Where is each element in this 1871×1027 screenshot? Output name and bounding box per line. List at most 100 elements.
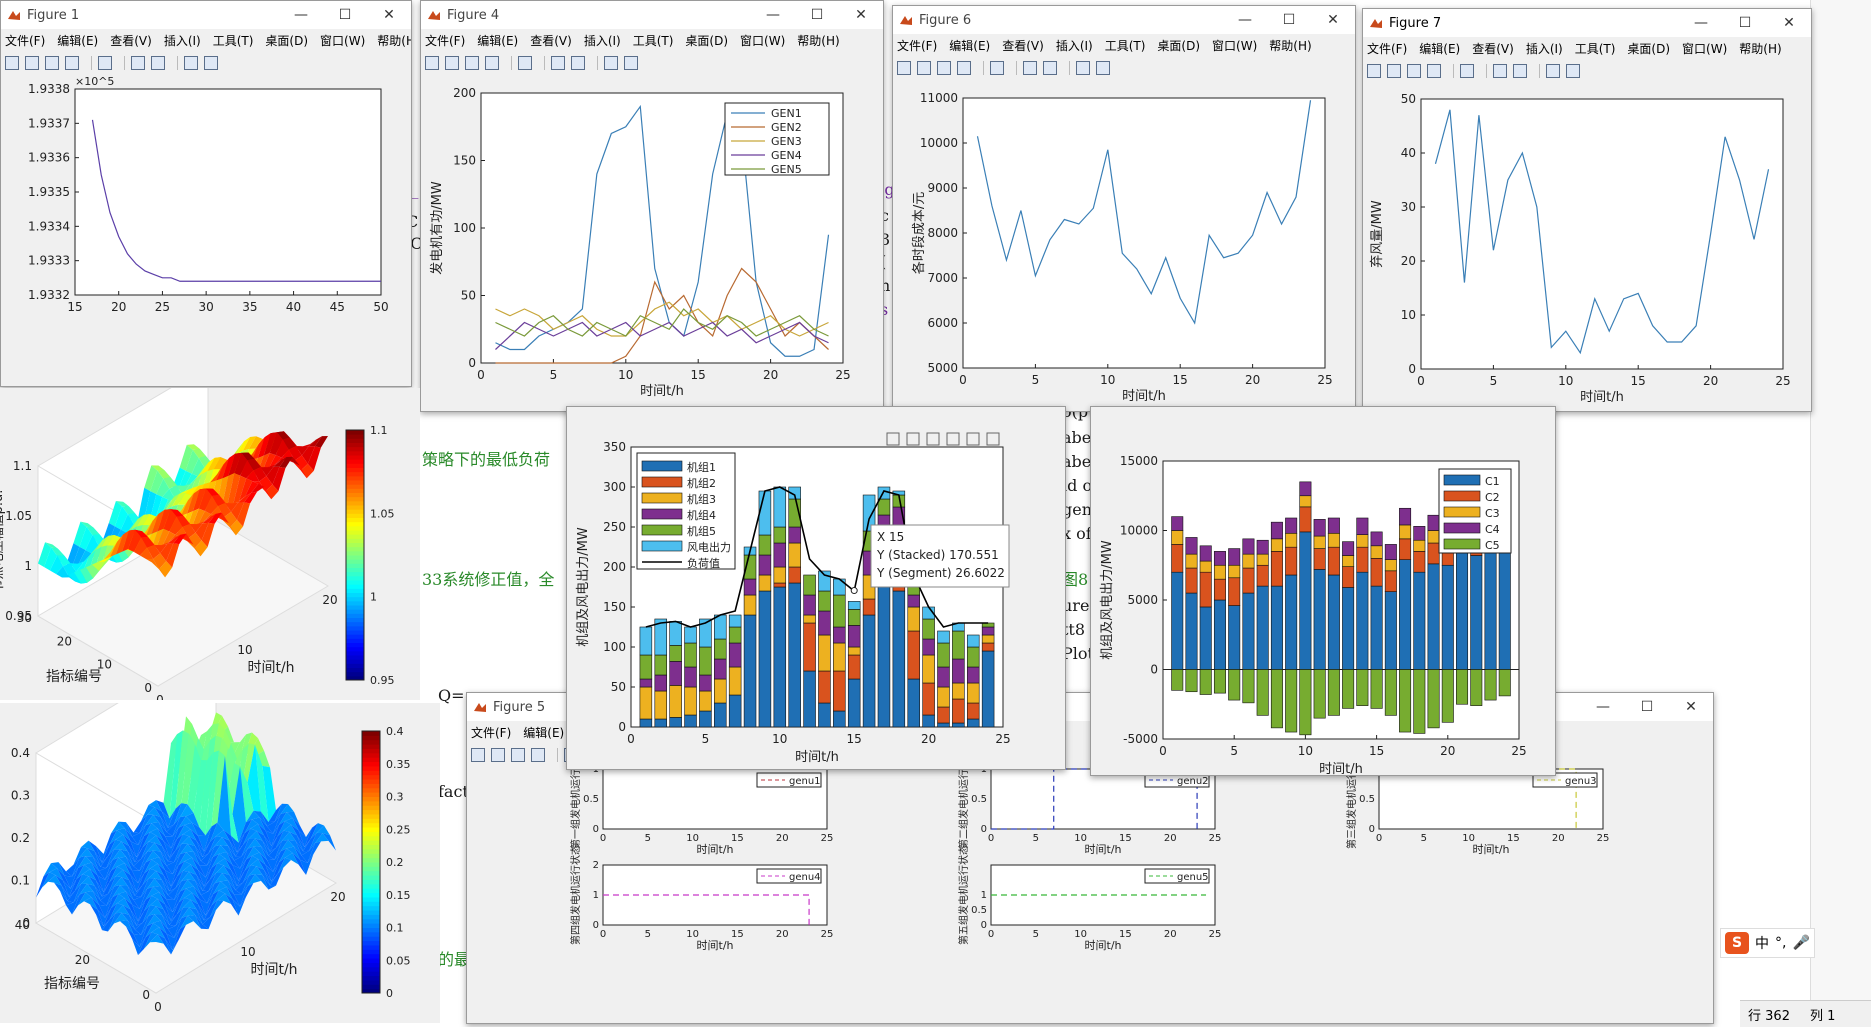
pointer-icon[interactable] [604, 56, 618, 70]
menu-item[interactable]: 窗口(W) [320, 33, 366, 48]
new-file-icon[interactable] [897, 61, 911, 75]
layout-icon[interactable] [1513, 64, 1527, 78]
menu-item[interactable]: 桌面(D) [265, 33, 309, 48]
menu-item[interactable]: 窗口(W) [1682, 41, 1728, 56]
panel-icon[interactable] [1096, 61, 1110, 75]
new-file-icon[interactable] [471, 748, 485, 762]
menu-item[interactable]: 窗口(W) [740, 33, 786, 48]
new-file-icon[interactable] [1367, 64, 1381, 78]
save-icon[interactable] [45, 56, 59, 70]
menu-item[interactable]: 插入(I) [1525, 41, 1563, 56]
menu-item[interactable]: 编辑(E) [477, 33, 519, 48]
figure-6-window[interactable]: Figure 6 — ☐ ✕ 文件(F) 编辑(E) 查看(V) 插入(I) 工具(T) 桌面… [892, 5, 1356, 412]
sogou-icon[interactable]: S [1725, 932, 1749, 954]
menu-item[interactable]: 插入(I) [1055, 38, 1093, 53]
menu-item[interactable]: 查看(V) [110, 33, 152, 48]
menu-item[interactable]: 帮助(H) [377, 33, 411, 48]
panel-icon[interactable] [1566, 64, 1580, 78]
stacked-figure-2-window[interactable]: 0 5 10 15 20 25 -5000 0 5000 10000 15000 时间t/h 机组及风电… [1090, 406, 1556, 776]
menu-item[interactable]: 帮助(H) [1739, 41, 1782, 56]
menu-item[interactable]: 窗口(W) [1212, 38, 1258, 53]
new-file-icon[interactable] [5, 56, 19, 70]
print-icon[interactable] [957, 61, 971, 75]
ime-toolbar[interactable]: S 中 °, 🎤 [1720, 928, 1815, 958]
minimize-icon[interactable]: — [766, 7, 780, 23]
menu-item[interactable]: 文件(F) [471, 725, 512, 740]
maximize-icon[interactable]: ☐ [1640, 699, 1654, 715]
close-icon[interactable]: ✕ [855, 7, 867, 23]
figure-7-window[interactable]: Figure 7 — ☐ ✕ 文件(F) 编辑(E) 查看(V) 插入(I) 工具(T) 桌面… [1362, 8, 1812, 412]
menu-item[interactable]: 工具(T) [1574, 41, 1616, 56]
menu-item[interactable]: 查看(V) [1002, 38, 1044, 53]
print-icon[interactable] [485, 56, 499, 70]
save-icon[interactable] [1407, 64, 1421, 78]
menu-item[interactable]: 工具(T) [1104, 38, 1146, 53]
menu-item[interactable]: 编辑(E) [1419, 41, 1461, 56]
print-icon[interactable] [531, 748, 545, 762]
new-file-icon[interactable] [425, 56, 439, 70]
save-icon[interactable] [465, 56, 479, 70]
menu-item[interactable]: 查看(V) [530, 33, 572, 48]
maximize-icon[interactable]: ☐ [338, 7, 352, 23]
menu-item[interactable]: 桌面(D) [685, 33, 729, 48]
link-icon[interactable] [98, 56, 112, 70]
close-icon[interactable]: ✕ [1783, 15, 1795, 31]
menu-item[interactable]: 查看(V) [1472, 41, 1514, 56]
menu-item[interactable]: 帮助(H) [797, 33, 840, 48]
open-icon[interactable] [1387, 64, 1401, 78]
panel-icon[interactable] [624, 56, 638, 70]
menu-item[interactable]: 工具(T) [632, 33, 674, 48]
open-icon[interactable] [917, 61, 931, 75]
menu-item[interactable]: 文件(F) [897, 38, 938, 53]
minimize-icon[interactable]: — [1238, 12, 1252, 28]
link-icon[interactable] [990, 61, 1004, 75]
menu-item[interactable]: 桌面(D) [1627, 41, 1671, 56]
menu-item[interactable]: 插入(I) [163, 33, 201, 48]
title-bar[interactable]: Figure 4 — ☐ ✕ [421, 1, 883, 29]
title-bar[interactable]: Figure 6 — ☐ ✕ [893, 6, 1355, 34]
dock-icon[interactable] [1023, 61, 1037, 75]
title-bar[interactable]: Figure 1 — ☐ ✕ [1, 1, 411, 29]
close-icon[interactable]: ✕ [383, 7, 395, 23]
menu-item[interactable]: 编辑(E) [949, 38, 991, 53]
print-icon[interactable] [1427, 64, 1441, 78]
dock-icon[interactable] [551, 56, 565, 70]
print-icon[interactable] [65, 56, 79, 70]
figure-4-window[interactable]: Figure 4 — ☐ ✕ 文件(F) 编辑(E) 查看(V) 插入(I) 工具(T) 桌面… [420, 0, 884, 412]
layout-icon[interactable] [1043, 61, 1057, 75]
close-icon[interactable]: ✕ [1685, 699, 1697, 715]
menu-item[interactable]: 文件(F) [5, 33, 46, 48]
menu-item[interactable]: 编辑(E) [523, 725, 565, 740]
close-icon[interactable]: ✕ [1327, 12, 1339, 28]
minimize-icon[interactable]: — [1694, 15, 1708, 31]
ime-lang[interactable]: 中 [1755, 936, 1769, 952]
pointer-icon[interactable] [1076, 61, 1090, 75]
dock-icon[interactable] [1493, 64, 1507, 78]
maximize-icon[interactable]: ☐ [810, 7, 824, 23]
menu-item[interactable]: 帮助(H) [1269, 38, 1312, 53]
open-icon[interactable] [491, 748, 505, 762]
maximize-icon[interactable]: ☐ [1282, 12, 1296, 28]
menu-item[interactable]: 编辑(E) [57, 33, 99, 48]
open-icon[interactable] [445, 56, 459, 70]
save-icon[interactable] [937, 61, 951, 75]
pointer-icon[interactable] [184, 56, 198, 70]
figure-1-window[interactable]: Figure 1 — ☐ ✕ 文件(F) 编辑(E) 查看(V) 插入(I) 工具(T) 桌面… [0, 0, 412, 387]
minimize-icon[interactable]: — [1596, 699, 1610, 715]
panel-icon[interactable] [204, 56, 218, 70]
maximize-icon[interactable]: ☐ [1738, 15, 1752, 31]
open-icon[interactable] [25, 56, 39, 70]
menu-item[interactable]: 文件(F) [1367, 41, 1408, 56]
mic-icon[interactable]: 🎤 [1792, 935, 1810, 951]
link-icon[interactable] [1460, 64, 1474, 78]
punct-icon[interactable]: °, [1775, 935, 1787, 951]
menu-item[interactable]: 工具(T) [212, 33, 254, 48]
stacked-figure-1-window[interactable]: 0 5 10 15 20 25 0 50 100 150 200 250 300 350 时间t/h 机组及风… [566, 406, 1066, 770]
minimize-icon[interactable]: — [294, 7, 308, 23]
title-bar[interactable]: Figure 7 — ☐ ✕ [1363, 9, 1811, 37]
dock-icon[interactable] [131, 56, 145, 70]
layout-icon[interactable] [151, 56, 165, 70]
pointer-icon[interactable] [1546, 64, 1560, 78]
layout-icon[interactable] [571, 56, 585, 70]
menu-item[interactable]: 桌面(D) [1157, 38, 1201, 53]
